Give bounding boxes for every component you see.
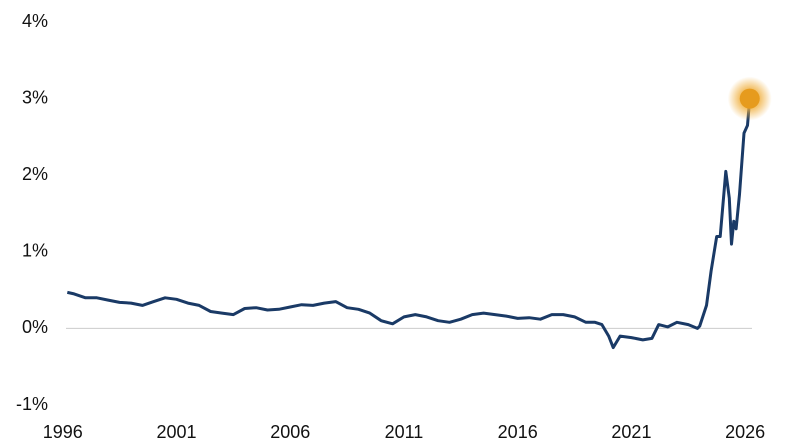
y-tick-label: 1% bbox=[22, 241, 48, 261]
x-tick-label: 2001 bbox=[156, 422, 196, 442]
y-tick-label: 2% bbox=[22, 164, 48, 184]
highlight-point bbox=[739, 88, 760, 109]
y-tick-label: -1% bbox=[16, 394, 48, 414]
x-tick-label: 2006 bbox=[270, 422, 310, 442]
y-tick-label: 3% bbox=[22, 87, 48, 107]
data-line bbox=[66, 98, 752, 350]
x-tick-label: 2011 bbox=[385, 422, 424, 442]
x-tick-label: 1996 bbox=[43, 422, 83, 442]
y-tick-label: 0% bbox=[22, 317, 48, 337]
x-tick-label: 2021 bbox=[611, 422, 651, 442]
y-tick-label: 4% bbox=[22, 11, 48, 31]
x-tick-label: 2016 bbox=[498, 422, 538, 442]
x-tick-label: 2026 bbox=[725, 422, 765, 442]
